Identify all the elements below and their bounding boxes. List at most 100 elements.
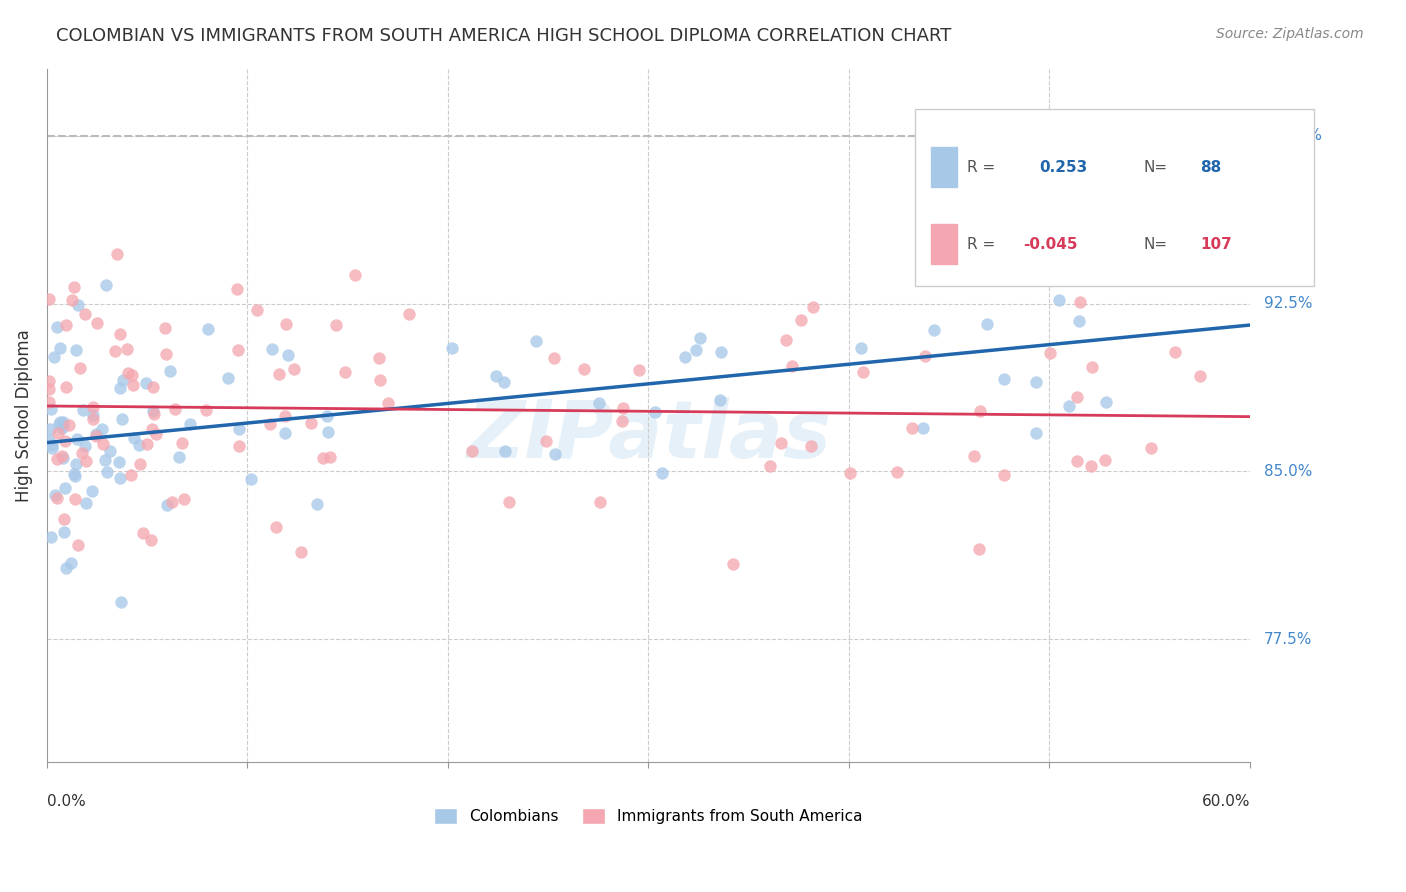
Point	[1188, 368, 1211, 383]
Point	[217, 371, 239, 385]
Point	[1140, 441, 1163, 455]
Point	[139, 533, 162, 548]
Point	[276, 317, 298, 331]
Point	[38, 422, 60, 436]
Point	[46, 426, 69, 441]
Point	[52, 450, 75, 465]
Point	[55, 561, 77, 575]
Point	[135, 437, 157, 451]
Point	[534, 434, 557, 448]
Point	[283, 362, 305, 376]
Point	[852, 366, 875, 380]
Point	[111, 411, 134, 425]
Text: R =: R =	[967, 236, 995, 252]
Point	[173, 492, 195, 507]
Point	[316, 409, 339, 423]
Point	[316, 425, 339, 440]
Point	[368, 351, 391, 365]
Point	[259, 417, 281, 431]
Point	[685, 343, 707, 357]
Point	[307, 497, 329, 511]
Point	[572, 362, 595, 376]
Point	[45, 491, 67, 505]
Point	[145, 427, 167, 442]
Point	[801, 300, 824, 314]
Point	[51, 421, 73, 435]
Point	[105, 247, 128, 261]
Point	[55, 318, 77, 332]
Point	[969, 541, 991, 556]
Text: N=: N=	[1143, 236, 1168, 252]
Point	[377, 396, 399, 410]
Point	[41, 438, 63, 452]
Point	[60, 293, 83, 308]
Point	[1188, 210, 1211, 224]
Point	[169, 450, 191, 464]
Point	[72, 402, 94, 417]
Point	[368, 373, 391, 387]
Point	[344, 268, 367, 282]
Point	[911, 421, 934, 435]
Point	[1059, 399, 1081, 413]
Point	[39, 401, 62, 416]
Point	[52, 415, 75, 429]
Point	[543, 351, 565, 365]
Text: 60.0%: 60.0%	[1202, 794, 1250, 809]
Legend: Colombians, Immigrants from South America: Colombians, Immigrants from South Americ…	[434, 808, 862, 824]
Point	[246, 303, 269, 318]
Point	[65, 457, 87, 471]
Point	[780, 359, 803, 374]
Point	[44, 350, 66, 364]
Point	[319, 450, 342, 465]
Point	[494, 375, 516, 389]
Point	[524, 334, 547, 348]
Point	[90, 422, 112, 436]
Point	[769, 436, 792, 450]
Point	[886, 465, 908, 479]
Point	[75, 496, 97, 510]
Point	[398, 307, 420, 321]
Point	[494, 444, 516, 458]
Point	[38, 383, 60, 397]
Point	[67, 298, 90, 312]
Point	[1025, 375, 1047, 389]
Point	[38, 292, 60, 306]
Point	[312, 451, 335, 466]
Point	[498, 494, 520, 508]
Point	[851, 341, 873, 355]
Point	[710, 345, 733, 359]
Point	[1069, 314, 1091, 328]
Point	[94, 452, 117, 467]
Point	[441, 342, 464, 356]
Point	[901, 420, 924, 434]
Point	[63, 280, 86, 294]
Point	[461, 444, 484, 458]
Point	[58, 417, 80, 432]
Point	[41, 441, 63, 455]
Point	[790, 313, 813, 327]
Y-axis label: High School Diploma: High School Diploma	[15, 329, 32, 502]
Point	[153, 321, 176, 335]
Point	[135, 376, 157, 390]
Point	[588, 396, 610, 410]
Point	[38, 374, 60, 388]
Point	[914, 349, 936, 363]
Point	[266, 520, 288, 534]
Point	[1069, 295, 1091, 310]
Point	[1047, 293, 1070, 308]
Text: COLOMBIAN VS IMMIGRANTS FROM SOUTH AMERICA HIGH SCHOOL DIPLOMA CORRELATION CHART: COLOMBIAN VS IMMIGRANTS FROM SOUTH AMERI…	[56, 27, 952, 45]
Text: 0.0%: 0.0%	[46, 794, 86, 809]
Point	[53, 434, 76, 448]
Point	[1254, 430, 1277, 444]
Text: 0.253: 0.253	[1039, 160, 1088, 175]
Point	[121, 368, 143, 383]
Point	[775, 333, 797, 347]
Point	[155, 499, 177, 513]
Point	[689, 331, 711, 345]
Point	[108, 471, 131, 485]
Point	[194, 402, 217, 417]
Bar	[931, 147, 957, 187]
Point	[612, 414, 634, 428]
Point	[485, 368, 508, 383]
Point	[63, 491, 86, 506]
